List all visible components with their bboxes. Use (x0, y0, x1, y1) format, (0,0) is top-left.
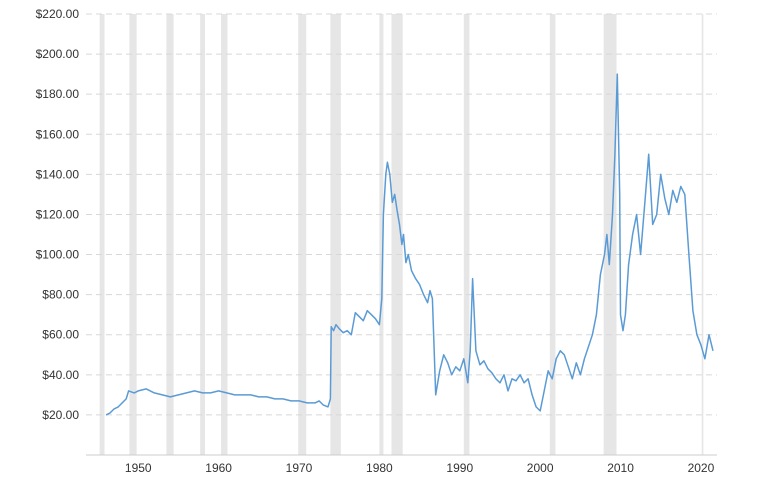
x-tick-label: 1990 (446, 461, 473, 475)
shaded-period-3 (200, 14, 205, 455)
x-tick-label: 1960 (205, 461, 232, 475)
shaded-period-2 (166, 14, 174, 455)
gridlines (86, 13, 717, 416)
shaded-period-9 (463, 14, 470, 455)
x-tick-label: 2010 (607, 461, 634, 475)
series-line (105, 73, 714, 416)
y-tick-label: $160.00 (36, 127, 80, 141)
y-tick-label: $100.00 (36, 248, 80, 262)
y-tick-label: $20.00 (42, 408, 79, 422)
x-tick-label: 1950 (125, 461, 152, 475)
y-tick-label: $80.00 (42, 288, 79, 302)
y-tick-label: $140.00 (36, 167, 80, 181)
x-tick-label: 1970 (286, 461, 313, 475)
y-tick-label: $40.00 (42, 368, 79, 382)
y-tick-label: $220.00 (36, 7, 80, 21)
shaded-period-11 (603, 14, 617, 455)
x-axis-ticks: 1950 1960 1970 1980 1990 2000 2010 2020 (125, 461, 715, 475)
x-tick-label: 2000 (527, 461, 554, 475)
x-tick-label: 2020 (688, 461, 715, 475)
shaded-period-1 (129, 14, 137, 455)
shaded-period-6 (330, 14, 341, 455)
y-tick-label: $200.00 (36, 47, 80, 61)
y-axis-ticks: $20.00 $40.00 $60.00 $80.00 $100.00 $120.00 $1… (36, 7, 80, 422)
shaded-periods (99, 14, 704, 455)
shaded-period-7 (379, 14, 384, 455)
shaded-period-10 (549, 14, 556, 455)
y-tick-label: $120.00 (36, 207, 80, 221)
shaded-period-12 (701, 14, 704, 455)
shaded-period-8 (391, 14, 403, 455)
shaded-period-5 (298, 14, 307, 455)
shaded-period-0 (99, 14, 105, 455)
x-tick-label: 1980 (366, 461, 393, 475)
y-tick-label: $180.00 (36, 87, 80, 101)
y-tick-label: $60.00 (42, 328, 79, 342)
shaded-period-4 (221, 14, 228, 455)
